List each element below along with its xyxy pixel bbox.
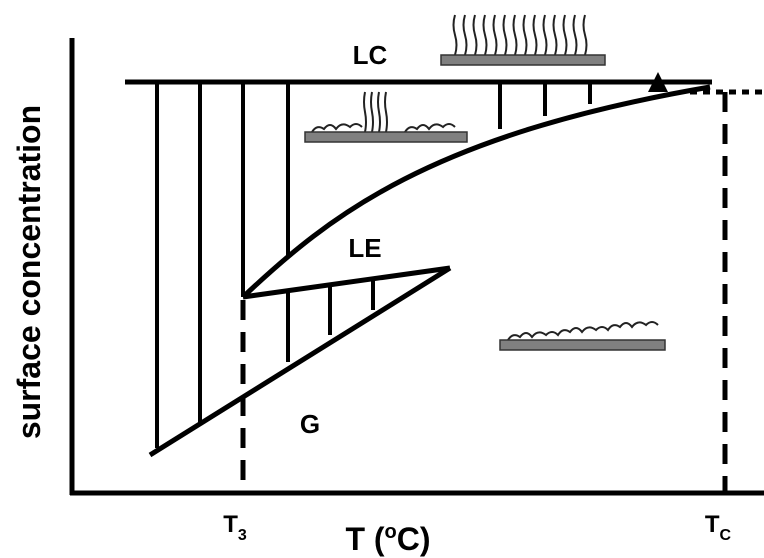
label-sup: o — [385, 521, 397, 543]
phase-label: LC — [353, 40, 388, 70]
tick-main: T — [705, 511, 720, 538]
tick-main: T — [223, 511, 238, 538]
le-lc-curve — [243, 87, 710, 297]
phase-label: LE — [348, 233, 381, 263]
phase-label: G — [300, 409, 320, 439]
label-part: C) — [397, 521, 431, 557]
le-film — [305, 92, 467, 142]
label-part: T ( — [345, 521, 384, 557]
tick-sub: C — [720, 527, 732, 544]
phase-diagram: LC LE G surface concentration T (oC) T3 … — [0, 0, 764, 558]
x-axis-label: T (oC) — [345, 521, 430, 557]
le-line — [243, 268, 450, 297]
t3-label: T3 — [223, 511, 247, 544]
y-axis-label: surface concentration — [11, 105, 47, 439]
lc-film — [441, 15, 605, 65]
g-film — [500, 322, 665, 350]
tc-label: TC — [705, 511, 732, 544]
tick-sub: 3 — [238, 527, 247, 544]
